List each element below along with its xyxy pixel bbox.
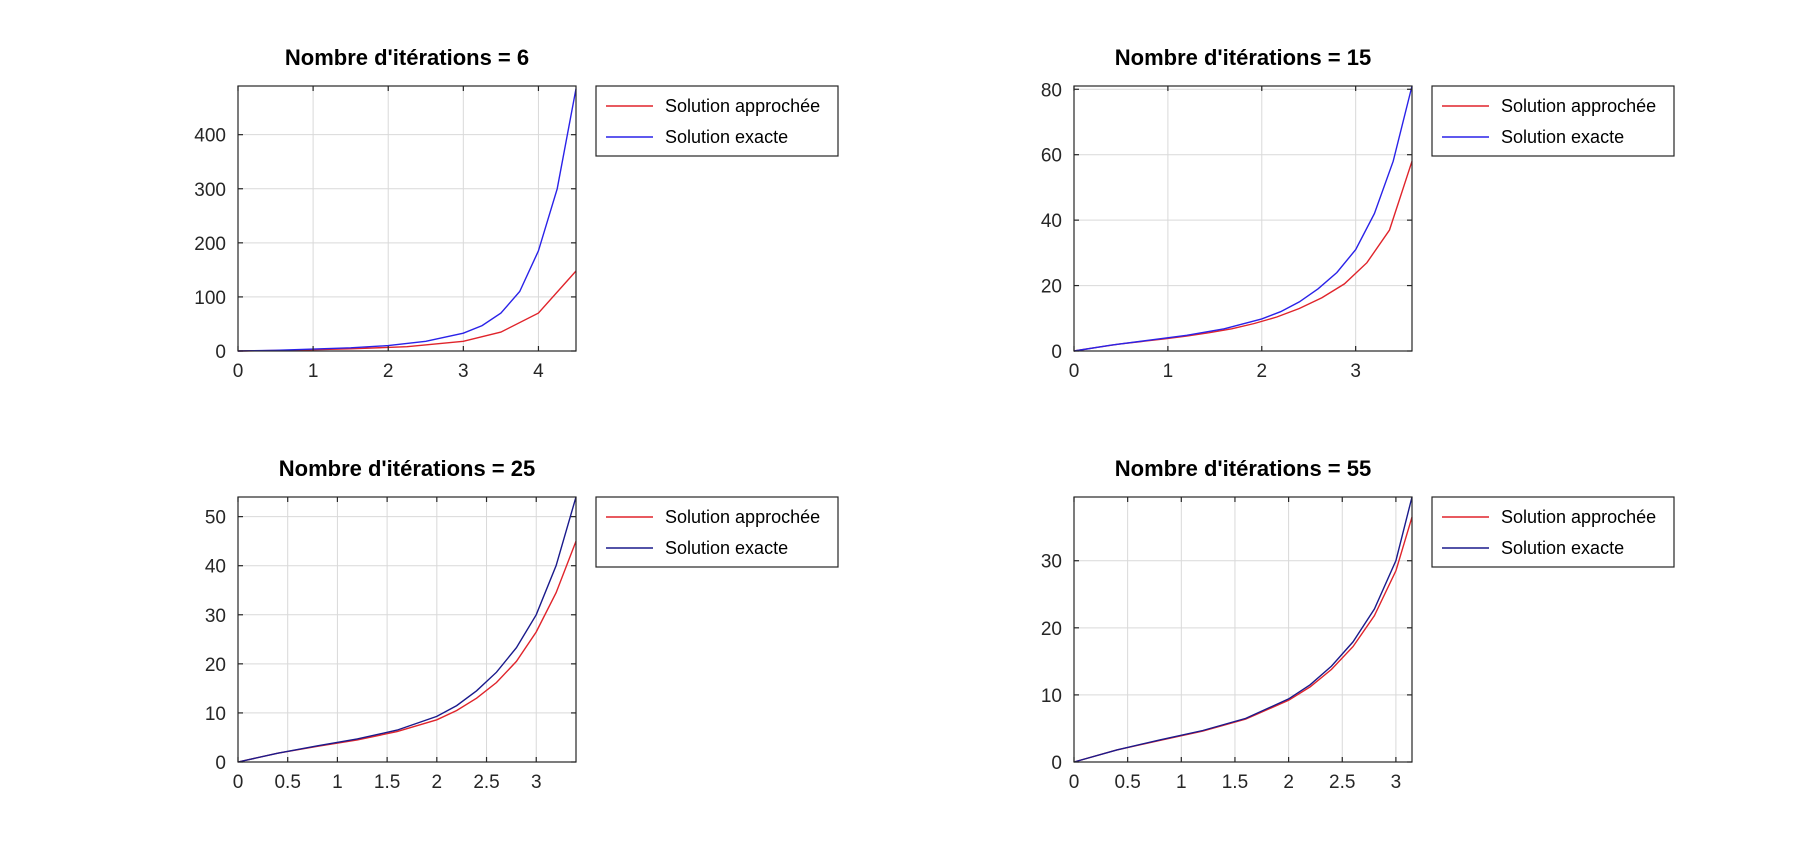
subplot-title: Nombre d'itérations = 15	[1115, 45, 1371, 70]
y-tick-label: 300	[194, 180, 226, 201]
y-tick-label: 80	[1041, 80, 1062, 101]
series-line-approchee	[237, 540, 577, 763]
x-tick-label: 2	[432, 772, 443, 793]
x-tick-label: 1	[332, 772, 343, 793]
x-tick-label: 2	[1283, 772, 1294, 793]
x-tick-label: 2.5	[473, 772, 499, 793]
y-tick-label: 20	[1041, 619, 1062, 640]
legend: Solution approchée Solution exacte	[1431, 496, 1675, 568]
y-tick-label: 40	[205, 557, 226, 578]
x-tick-label: 0	[233, 361, 244, 382]
y-tick-label: 400	[194, 126, 226, 147]
x-tick-label: 3	[458, 361, 469, 382]
x-tick-label: 1	[308, 361, 319, 382]
x-tick-label: 1	[1163, 361, 1174, 382]
axes-frame	[1073, 85, 1413, 352]
y-tick-label: 0	[215, 753, 226, 774]
legend: Solution approchée Solution exacte	[595, 85, 839, 157]
legend-box	[1431, 85, 1675, 157]
legend: Solution approchée Solution exacte	[595, 496, 839, 568]
series-line-exacte	[237, 496, 577, 763]
legend-label: Solution approchée	[1501, 507, 1656, 527]
y-tick-label: 0	[1051, 342, 1062, 363]
series-line-exacte	[237, 88, 577, 352]
series-line-exacte	[1073, 496, 1413, 763]
axes-frame	[1073, 496, 1413, 763]
y-tick-label: 10	[1041, 686, 1062, 707]
y-tick-label: 30	[205, 606, 226, 627]
subplot-2: 0 1 2 3 0 20 40 60 80 Nombre d'itérations = 15 Sol…	[1041, 45, 1675, 382]
x-tick-label: 4	[533, 361, 544, 382]
x-tick-label: 2	[1256, 361, 1267, 382]
y-tick-label: 40	[1041, 211, 1062, 232]
x-tick-label: 2	[383, 361, 394, 382]
legend-box	[595, 85, 839, 157]
y-tick-label: 200	[194, 234, 226, 255]
subplot-title: Nombre d'itérations = 25	[279, 456, 535, 481]
x-tick-label: 0.5	[274, 772, 300, 793]
y-tick-label: 50	[205, 508, 226, 529]
y-tick-label: 100	[194, 288, 226, 309]
legend: Solution approchée Solution exacte	[1431, 85, 1675, 157]
series-line-approchee	[1073, 516, 1413, 763]
series-line-approchee	[1073, 160, 1413, 352]
y-tick-label: 20	[205, 655, 226, 676]
y-tick-label: 0	[215, 342, 226, 363]
y-tick-label: 30	[1041, 552, 1062, 573]
legend-label: Solution approchée	[665, 96, 820, 116]
y-tick-label: 60	[1041, 146, 1062, 167]
series-line-exacte	[1073, 85, 1413, 352]
series-line-approchee	[237, 270, 577, 352]
x-tick-label: 3	[1391, 772, 1402, 793]
y-tick-label: 10	[205, 704, 226, 725]
legend-label: Solution approchée	[1501, 96, 1656, 116]
subplot-1: 0 1 2 3 4 0 100 200 300 400 Nombre d'itérations = …	[194, 45, 839, 382]
legend-label: Solution exacte	[1501, 538, 1624, 558]
axes-frame	[237, 85, 577, 352]
x-tick-label: 1.5	[374, 772, 400, 793]
legend-label: Solution approchée	[665, 507, 820, 527]
axes-frame	[237, 496, 577, 763]
x-tick-label: 3	[531, 772, 542, 793]
legend-box	[595, 496, 839, 568]
x-tick-label: 1	[1176, 772, 1187, 793]
subplot-title: Nombre d'itérations = 55	[1115, 456, 1371, 481]
x-tick-label: 0	[1069, 361, 1080, 382]
y-tick-label: 0	[1051, 753, 1062, 774]
legend-label: Solution exacte	[665, 127, 788, 147]
x-tick-label: 1.5	[1222, 772, 1248, 793]
x-tick-label: 3	[1350, 361, 1361, 382]
x-tick-label: 0.5	[1114, 772, 1140, 793]
subplot-title: Nombre d'itérations = 6	[285, 45, 529, 70]
legend-label: Solution exacte	[665, 538, 788, 558]
x-tick-label: 2.5	[1329, 772, 1355, 793]
y-tick-label: 20	[1041, 277, 1062, 298]
legend-box	[1431, 496, 1675, 568]
legend-label: Solution exacte	[1501, 127, 1624, 147]
x-tick-label: 0	[1069, 772, 1080, 793]
x-tick-label: 0	[233, 772, 244, 793]
